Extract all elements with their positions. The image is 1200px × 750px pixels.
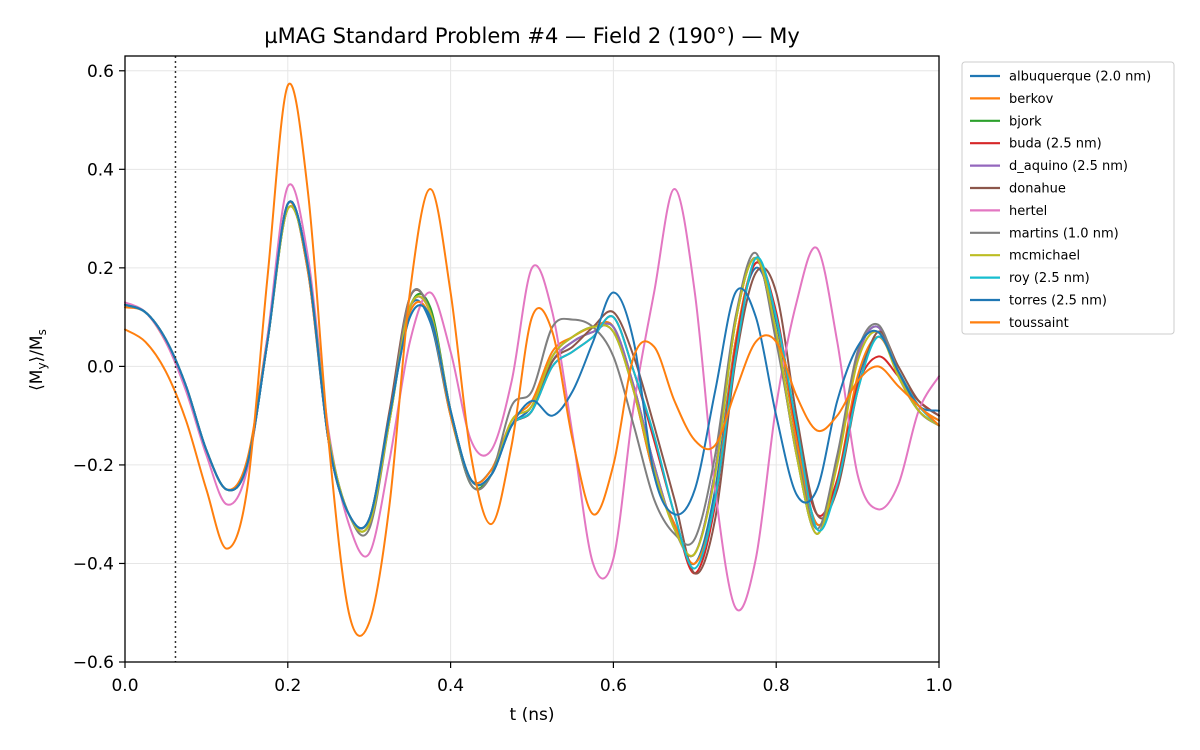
x-tick-label: 0.8 bbox=[763, 676, 790, 696]
x-ticks: 0.0 0.2 0.4 0.6 0.8 1.0 bbox=[111, 662, 953, 696]
x-axis-label: t (ns) bbox=[510, 705, 555, 725]
series-line-6 bbox=[124, 183, 940, 612]
y-tick-label: 0.2 bbox=[87, 259, 114, 279]
series-line-11 bbox=[124, 82, 940, 637]
legend-box bbox=[961, 61, 1175, 335]
legend-items: albuquerque (2.0 nm) berkov bjork buda (2.5… bbox=[970, 70, 1151, 331]
y-tick-label: −0.2 bbox=[73, 456, 114, 476]
y-tick-label: 0.6 bbox=[87, 62, 114, 82]
legend-label: martins (1.0 nm) bbox=[1009, 226, 1119, 241]
chart-title: µMAG Standard Problem #4 — Field 2 (190°… bbox=[264, 24, 800, 48]
legend-label: buda (2.5 nm) bbox=[1009, 137, 1102, 152]
y-axis-label-part1: ⟨M bbox=[27, 370, 47, 391]
y-axis-label-part2: ⟩/M bbox=[27, 335, 47, 362]
y-tick-label: −0.6 bbox=[73, 653, 114, 673]
legend-label: mcmichael bbox=[1009, 249, 1080, 264]
y-ticks: −0.6 −0.4 −0.2 0.0 0.2 0.4 0.6 bbox=[73, 62, 125, 673]
legend-label: hertel bbox=[1009, 204, 1047, 219]
legend-label: torres (2.5 nm) bbox=[1009, 294, 1107, 309]
legend-label: bjork bbox=[1009, 114, 1042, 129]
x-tick-label: 0.2 bbox=[274, 676, 301, 696]
legend-label: albuquerque (2.0 nm) bbox=[1009, 70, 1151, 85]
y-axis-label: ⟨My⟩/Ms bbox=[27, 329, 49, 391]
y-tick-label: 0.0 bbox=[87, 357, 114, 377]
legend: albuquerque (2.0 nm) berkov bjork buda (2.5… bbox=[961, 61, 1175, 335]
plot-frame bbox=[124, 55, 940, 663]
legend-label: donahue bbox=[1009, 182, 1066, 197]
series-line-10 bbox=[124, 200, 940, 530]
legend-label: d_aquino (2.5 nm) bbox=[1009, 159, 1128, 174]
x-tick-label: 1.0 bbox=[925, 676, 952, 696]
x-tick-label: 0.6 bbox=[600, 676, 627, 696]
x-tick-label: 0.4 bbox=[437, 676, 464, 696]
legend-label: toussaint bbox=[1009, 316, 1069, 331]
y-tick-label: 0.4 bbox=[87, 160, 114, 180]
legend-label: roy (2.5 nm) bbox=[1009, 271, 1090, 286]
y-axis-label-sub1: y bbox=[35, 362, 49, 369]
series-layer bbox=[124, 82, 940, 637]
y-axis-label-sub2: s bbox=[35, 329, 49, 335]
x-tick-label: 0.0 bbox=[111, 676, 138, 696]
y-tick-label: −0.4 bbox=[73, 554, 114, 574]
legend-label: berkov bbox=[1009, 92, 1054, 107]
